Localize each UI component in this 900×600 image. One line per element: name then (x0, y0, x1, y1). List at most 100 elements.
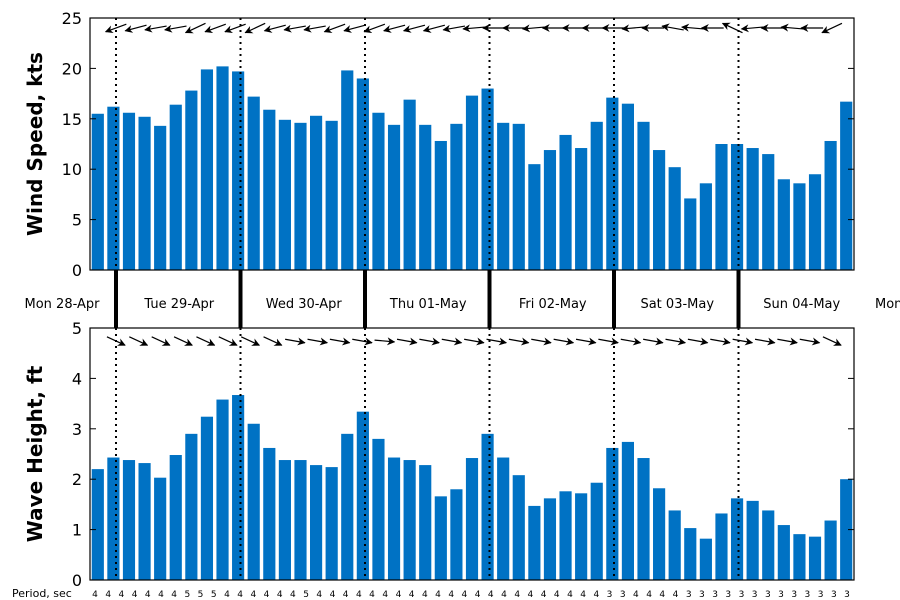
wave-bar (278, 460, 291, 580)
wind-bar (715, 144, 728, 270)
period-value: 3 (725, 590, 731, 600)
wind-direction-arrow (402, 24, 426, 33)
wave-bar (762, 510, 775, 580)
wind-bar (294, 122, 307, 270)
wind-direction-arrow (164, 24, 187, 33)
period-value: 4 (567, 590, 573, 600)
wave-bar (559, 491, 572, 580)
wave-bar (668, 510, 681, 580)
wave-bar (746, 500, 759, 580)
wave-bar (465, 458, 479, 580)
wind-bar (621, 103, 634, 271)
period-value: 4 (105, 590, 111, 600)
wave-direction-arrow (620, 337, 642, 346)
day-label: Mon 28-Apr (25, 297, 101, 312)
wind-direction-arrow (442, 24, 466, 33)
wave-direction-arrow (106, 336, 126, 346)
wave-bar (403, 460, 416, 580)
wave-bar (122, 460, 136, 580)
wave-bar (138, 463, 151, 580)
wave-direction-arrow (777, 337, 798, 346)
wave-bar (419, 465, 432, 580)
wave-direction-arrow (464, 337, 485, 346)
wave-direction-arrow (329, 337, 351, 346)
wind-bar (575, 148, 588, 270)
wave-direction-arrow (598, 337, 619, 346)
y-tick-label: 4 (72, 369, 82, 388)
wind-bar (325, 120, 338, 270)
wave-bar (637, 458, 650, 580)
wave-bar (341, 433, 354, 580)
period-value: 4 (92, 590, 98, 600)
wave-bar (263, 447, 276, 580)
wind-bar (762, 154, 775, 270)
wave-direction-arrow (486, 337, 508, 346)
wind-direction-arrow (184, 22, 206, 34)
day-label: Tue 29-Apr (143, 297, 214, 312)
period-value: 3 (765, 590, 771, 600)
wave-bar (590, 482, 603, 580)
wave-bar (372, 438, 385, 580)
wave-bar (575, 493, 588, 580)
wind-direction-arrow (104, 23, 127, 34)
wave-bar (325, 467, 338, 580)
wave-direction-arrow (240, 336, 261, 346)
period-value: 4 (409, 590, 415, 600)
wave-height-panel: 0 1 2 3 4 5 Wave Height, ft (23, 319, 855, 590)
wave-direction-arrow (441, 337, 463, 346)
wave-direction-arrow (665, 337, 687, 346)
wind-direction-arrow (283, 24, 306, 33)
wave-direction-arrow (374, 337, 396, 346)
period-value: 4 (250, 590, 256, 600)
period-value: 4 (514, 590, 520, 600)
wave-bar (154, 477, 167, 580)
wind-direction-arrow (383, 24, 406, 33)
wave-bar (232, 395, 245, 580)
period-value: 4 (369, 590, 375, 600)
wind-bar (699, 183, 712, 270)
period-value: 4 (316, 590, 322, 600)
wave-bar (653, 488, 666, 580)
wave-bar (247, 423, 260, 580)
wind-bar (808, 174, 822, 270)
period-value: 3 (686, 590, 692, 600)
wave-bar (481, 433, 494, 580)
wind-bar (824, 140, 837, 270)
wind-direction-arrow (721, 22, 743, 34)
wave-bar (512, 475, 525, 580)
wind-bar (481, 88, 494, 270)
wind-direction-arrow (204, 23, 226, 34)
period-value: 4 (237, 590, 243, 600)
period-value: 4 (580, 590, 586, 600)
wave-bar (543, 498, 557, 580)
period-value: 4 (528, 590, 534, 600)
period-value: 5 (303, 590, 309, 600)
wind-axes-frame (89, 17, 855, 271)
wave-direction-arrow (307, 337, 329, 346)
period-value: 3 (818, 590, 824, 600)
wave-direction-arrow (218, 336, 238, 346)
y-tick-label: 10 (62, 160, 82, 179)
wind-bar (387, 124, 401, 270)
wind-direction-arrow (821, 22, 843, 34)
wind-direction-arrow (521, 24, 545, 33)
period-value: 4 (646, 590, 652, 600)
wave-direction-arrow (173, 336, 193, 346)
wind-bar (543, 150, 557, 270)
period-axis-label: Period, sec (12, 587, 72, 600)
period-value: 4 (422, 590, 428, 600)
wind-bar (777, 179, 790, 270)
wind-direction-arrow (343, 24, 366, 33)
period-value: 4 (171, 590, 177, 600)
wind-bar (434, 140, 447, 270)
wind-bar (606, 97, 619, 270)
wind-bar (169, 104, 182, 270)
wind-bar (232, 71, 245, 270)
period-value: 4 (343, 590, 349, 600)
period-value: 4 (290, 590, 296, 600)
period-value: 4 (633, 590, 639, 600)
wind-bar (310, 115, 323, 270)
wind-bar (637, 121, 650, 270)
wind-bar (278, 119, 291, 270)
wave-direction-arrow (687, 337, 709, 346)
